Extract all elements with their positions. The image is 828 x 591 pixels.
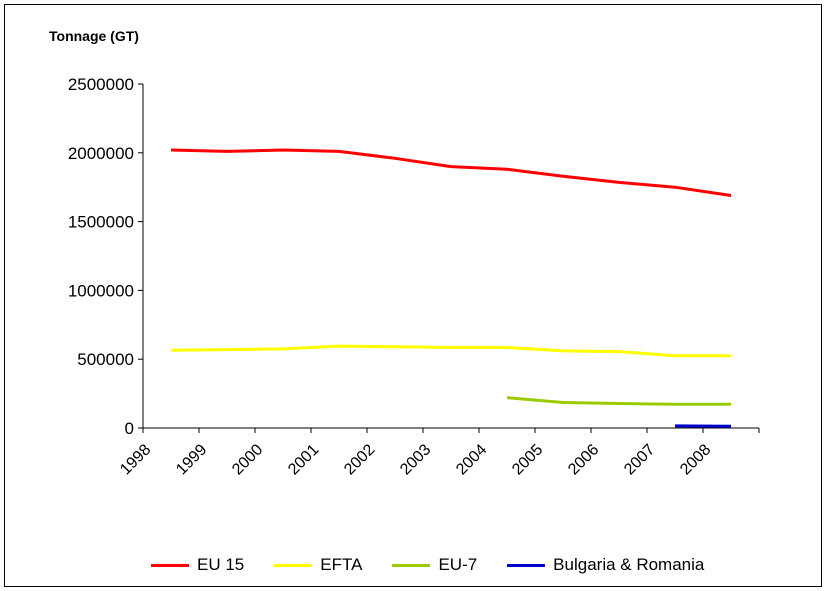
legend-label: Bulgaria & Romania: [553, 555, 705, 574]
legend-label: EU-7: [438, 555, 478, 574]
legend-swatch: [274, 563, 313, 567]
x-tick-label: 2001: [285, 441, 322, 478]
legend-swatch: [507, 563, 546, 567]
y-tick-label: 500000: [77, 350, 134, 369]
y-axis-title: Tonnage (GT): [49, 28, 139, 44]
x-tick-label: 1999: [173, 441, 210, 478]
x-tick-label: 2003: [397, 441, 434, 478]
series-line: [170, 344, 731, 358]
y-tick-label: 0: [125, 419, 134, 438]
legend-item: EU 15: [151, 555, 244, 575]
legend-label: EFTA: [320, 555, 363, 574]
legend: EU 15 EFTA EU-7 Bulgaria & Romania: [151, 555, 734, 575]
series-line: [170, 148, 732, 197]
chart-plot: 0 500000 1000000 1500000 2000000 2500000 1998 1…: [68, 75, 760, 478]
chart-frame: 0 500000 1000000 1500000 2000000 2500000 1998 1…: [4, 4, 822, 587]
y-tick-label: 1500000: [68, 213, 134, 232]
legend-swatch: [392, 563, 431, 567]
x-tick-label: 1998: [117, 441, 154, 478]
series-line: [506, 396, 731, 406]
legend-item: EU-7: [392, 555, 477, 575]
y-tick-label: 1000000: [68, 281, 134, 300]
x-tick-label: 2004: [453, 441, 490, 478]
legend-item: Bulgaria & Romania: [507, 555, 704, 575]
legend-swatch: [151, 563, 189, 567]
x-tick-label: 2005: [509, 441, 546, 478]
x-tick-label: 2006: [565, 441, 602, 478]
x-tick-label: 2002: [341, 441, 378, 478]
legend-item: EFTA: [274, 555, 362, 575]
x-tick-label: 2008: [677, 441, 714, 478]
x-tick-label: 2000: [229, 441, 266, 478]
y-tick-label: 2000000: [68, 144, 134, 163]
legend-label: EU 15: [197, 555, 245, 574]
y-tick-label: 2500000: [68, 75, 134, 94]
x-tick-label: 2007: [621, 441, 658, 478]
